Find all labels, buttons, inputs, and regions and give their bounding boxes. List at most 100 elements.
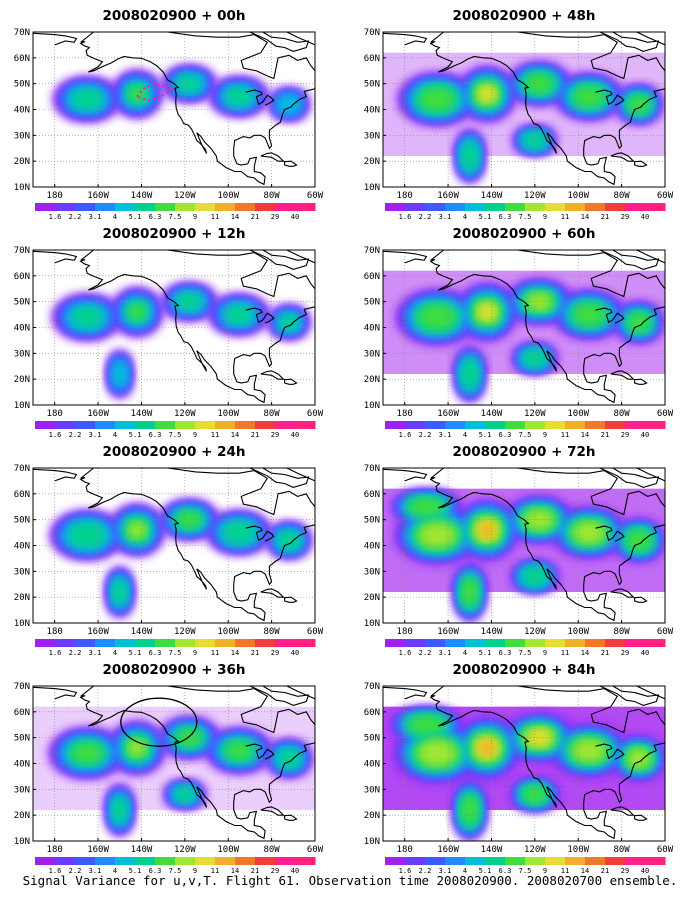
colorbar-swatch — [505, 203, 526, 211]
x-tick-label: 80W — [613, 845, 630, 855]
y-tick-label: 20N — [364, 375, 380, 385]
y-tick-label: 20N — [364, 811, 380, 821]
colorbar-swatch — [525, 421, 546, 429]
x-tick-label: 160W — [87, 191, 109, 201]
variance-field — [383, 706, 665, 841]
x-tick-label: 60W — [657, 409, 674, 419]
colorbar-swatch — [425, 857, 446, 865]
coastline — [383, 32, 665, 186]
x-tick-label: 180 — [47, 191, 63, 201]
y-tick-label: 40N — [14, 760, 30, 770]
y-tick-label: 40N — [364, 542, 380, 552]
colorbar-swatch — [75, 639, 96, 647]
y-tick-label: 30N — [364, 567, 380, 577]
colorbar-swatch — [385, 639, 406, 647]
y-tick-label: 50N — [14, 734, 30, 744]
colorbar-swatch — [55, 421, 76, 429]
y-tick-label: 20N — [14, 593, 30, 603]
colorbar-swatch — [35, 421, 56, 429]
colorbar-swatch — [95, 857, 116, 865]
y-tick-label: 50N — [364, 734, 380, 744]
colorbar-label: 29 — [271, 213, 279, 221]
variance-field — [383, 270, 665, 403]
colorbar-swatch — [545, 203, 566, 211]
y-tick-label: 40N — [14, 324, 30, 334]
y-tick-label: 30N — [364, 131, 380, 141]
y-tick-label: 30N — [364, 785, 380, 795]
y-tick-label: 70N — [364, 246, 380, 256]
colorbar-label: 21 — [601, 867, 609, 875]
colorbar-swatch — [255, 421, 276, 429]
colorbar-label: 14 — [231, 867, 239, 875]
colorbar-label: 4 — [463, 867, 467, 875]
colorbar-swatch — [215, 421, 236, 429]
coastline — [33, 32, 315, 186]
colorbar-swatch — [425, 421, 446, 429]
y-tick-label: 60N — [14, 490, 30, 500]
colorbar-swatch — [295, 857, 316, 865]
colorbar-swatch — [445, 857, 466, 865]
colorbar-swatch — [625, 421, 646, 429]
colorbar-swatch — [485, 421, 506, 429]
colorbar-label: 2.2 — [419, 213, 432, 221]
y-tick-label: 10N — [364, 619, 380, 629]
y-tick-label: 50N — [364, 80, 380, 90]
variance-field — [51, 282, 311, 398]
colorbar-label: 11 — [561, 649, 569, 657]
x-tick-label: 120W — [174, 191, 196, 201]
x-tick-label: 120W — [524, 627, 546, 637]
colorbar-swatch — [425, 639, 446, 647]
colorbar-swatch — [405, 857, 426, 865]
colorbar-label: 11 — [561, 213, 569, 221]
coastline — [383, 468, 665, 622]
colorbar-label: 7.5 — [169, 431, 182, 439]
colorbar-swatch — [585, 203, 606, 211]
x-tick-label: 80W — [263, 845, 280, 855]
x-tick-label: 100W — [217, 191, 239, 201]
x-tick-label: 120W — [174, 845, 196, 855]
variance-field — [33, 706, 315, 837]
colorbar-label: 14 — [231, 431, 239, 439]
colorbar-swatch — [545, 639, 566, 647]
colorbar-label: 4 — [113, 649, 117, 657]
colorbar-label: 21 — [251, 213, 259, 221]
colorbar-swatch — [55, 203, 76, 211]
colorbar-label: 2.2 — [69, 649, 82, 657]
y-tick-label: 30N — [364, 349, 380, 359]
y-tick-label: 60N — [364, 272, 380, 282]
colorbar-swatch — [545, 421, 566, 429]
colorbar-label: 5.1 — [129, 867, 142, 875]
colorbar-swatch — [625, 857, 646, 865]
map-plot: 10N 20N 30N 40N 50N 60N 70N 180 160W 140W 120W 100W… — [364, 682, 674, 875]
y-tick-label: 40N — [364, 760, 380, 770]
colorbar-label: 6.3 — [499, 867, 512, 875]
colorbar: 1.6 2.2 3.1 4 5.1 6.3 7.5 9 11 14 21 29 40 — [385, 857, 666, 875]
colorbar-swatch — [135, 857, 156, 865]
colorbar: 1.6 2.2 3.1 4 5.1 6.3 7.5 9 11 14 21 29 40 — [385, 639, 666, 657]
y-tick-label: 40N — [14, 106, 30, 116]
x-tick-label: 160W — [437, 191, 459, 201]
colorbar-label: 1.6 — [49, 431, 62, 439]
colorbar-label: 40 — [291, 431, 299, 439]
colorbar-swatch — [155, 203, 176, 211]
map-plot: 10N 20N 30N 40N 50N 60N 70N 180 160W 140W 120W 100W… — [14, 464, 324, 657]
y-tick-label: 70N — [364, 28, 380, 38]
colorbar-label: 21 — [251, 649, 259, 657]
colorbar-label: 29 — [621, 431, 629, 439]
x-tick-label: 80W — [263, 409, 280, 419]
colorbar-swatch — [525, 857, 546, 865]
colorbar-label: 40 — [291, 213, 299, 221]
figure-caption: Signal Variance for u,v,T. Flight 61. Ob… — [22, 873, 678, 888]
colorbar-swatch — [115, 639, 136, 647]
map-panel-48h: 2008020900 + 48h 10N 20N 30N 40N 50N 60N 70N 180… — [350, 2, 700, 221]
graticule — [383, 468, 665, 623]
x-tick-label: 80W — [263, 191, 280, 201]
map-plot: 10N 20N 30N 40N 50N 60N 70N 180 160W 140W 120W 100W… — [364, 246, 674, 439]
y-tick-label: 60N — [364, 708, 380, 718]
colorbar-label: 29 — [271, 867, 279, 875]
colorbar-label: 21 — [601, 649, 609, 657]
colorbar-swatch — [605, 421, 626, 429]
colorbar-swatch — [645, 421, 666, 429]
colorbar-label: 1.6 — [399, 649, 412, 657]
colorbar-label: 3.1 — [439, 431, 452, 439]
